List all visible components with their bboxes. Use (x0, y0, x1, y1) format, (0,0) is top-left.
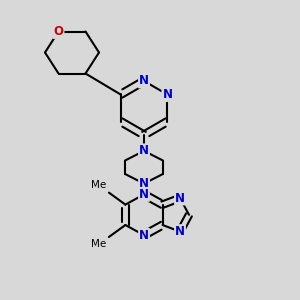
Text: N: N (139, 144, 149, 158)
Text: N: N (139, 229, 149, 242)
Text: O: O (53, 25, 64, 38)
Text: N: N (162, 88, 172, 101)
Text: N: N (139, 177, 149, 190)
Text: N: N (139, 188, 149, 201)
Text: Me: Me (91, 239, 106, 249)
Text: Me: Me (91, 180, 106, 190)
Text: N: N (175, 191, 185, 205)
Text: N: N (175, 225, 185, 238)
Text: N: N (139, 74, 149, 88)
